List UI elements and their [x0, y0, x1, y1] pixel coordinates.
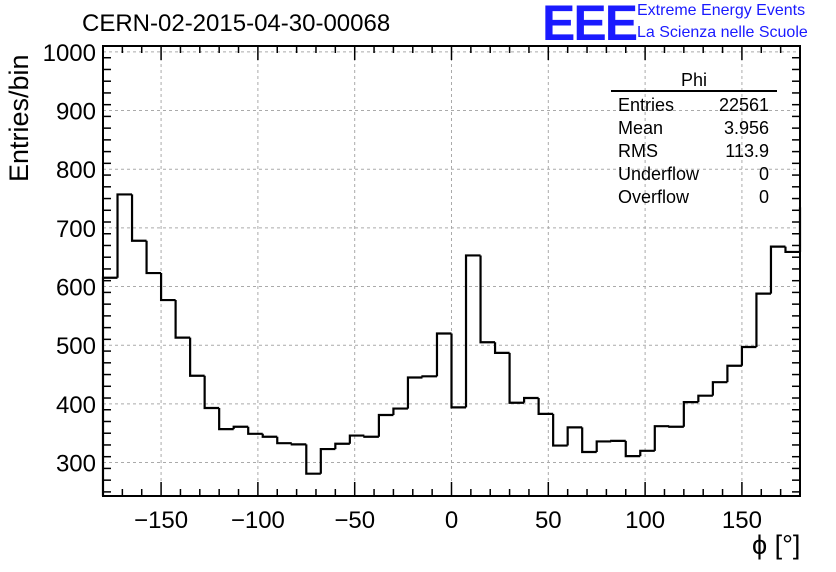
- histogram-bin: [711, 381, 728, 396]
- eee-tagline-1: Extreme Energy Events: [637, 2, 806, 19]
- x-tick-label: 0: [445, 507, 458, 534]
- histogram-bin: [435, 332, 452, 377]
- histogram-bin: [174, 300, 191, 339]
- histogram-bin: [537, 398, 554, 415]
- histogram-bin: [653, 425, 670, 451]
- histogram-bin: [624, 440, 641, 458]
- y-tick-label: 700: [56, 216, 96, 243]
- stats-separator: [611, 90, 777, 92]
- histogram-bin: [668, 425, 684, 428]
- histogram-bin: [232, 425, 249, 430]
- histogram-bin: [450, 333, 467, 409]
- x-axis-label: ϕ [°]: [752, 530, 801, 560]
- histogram-bin: [682, 401, 699, 427]
- histogram-bin: [697, 394, 713, 403]
- y-tick-label: 800: [56, 157, 96, 184]
- histogram-bin: [189, 337, 205, 377]
- stats-row-entries: Entries 22561: [611, 94, 777, 117]
- stats-name: Phi: [680, 70, 707, 90]
- histogram-bin: [276, 436, 292, 445]
- x-tick-label: −150: [134, 507, 188, 534]
- histogram-bin: [639, 449, 655, 457]
- x-tick-label: 150: [722, 507, 762, 534]
- histogram-bin: [566, 426, 583, 446]
- histogram-bin: [769, 245, 786, 294]
- y-tick-label: 300: [56, 451, 96, 478]
- stats-row-underflow: Underflow 0: [611, 163, 777, 186]
- x-tick-label: 100: [625, 507, 665, 534]
- stats-row-rms: RMS 113.9: [611, 140, 777, 163]
- histogram-bin: [406, 376, 423, 409]
- stats-row-mean: Mean 3.956: [611, 117, 777, 140]
- histogram-bin: [377, 413, 394, 437]
- stats-box: Phi Entries 22561 Mean 3.956 RMS 113.9 U…: [611, 70, 777, 209]
- stats-value: 113.9: [725, 141, 769, 161]
- histogram-bin: [305, 444, 321, 475]
- histogram-bin: [610, 439, 626, 442]
- histogram-bin: [552, 413, 568, 447]
- histogram-bin: [319, 447, 336, 474]
- stats-label: Entries: [618, 95, 675, 115]
- histogram-bin: [595, 440, 612, 452]
- histogram-bin: [740, 345, 757, 366]
- histogram-bin: [145, 240, 162, 275]
- histogram-bin: [363, 435, 379, 438]
- histogram-bin: [726, 364, 742, 383]
- histogram-bin: [203, 375, 220, 410]
- y-tick-label: 900: [56, 99, 96, 126]
- x-tick-label: 50: [535, 507, 562, 534]
- stats-label: RMS: [618, 141, 658, 161]
- stats-label: Mean: [618, 118, 664, 138]
- stats-label: Underflow: [618, 164, 700, 184]
- eee-logo: EEE: [542, 0, 638, 51]
- histogram-bin: [261, 433, 278, 438]
- x-tick-label: −100: [231, 507, 285, 534]
- x-tick-label: −50: [334, 507, 375, 534]
- histogram-bin: [348, 434, 365, 444]
- histogram-bin: [523, 396, 539, 403]
- y-tick-label: 600: [56, 275, 96, 302]
- histogram-bin: [464, 254, 481, 408]
- histogram-bin: [130, 194, 147, 242]
- histogram-bin: [784, 246, 800, 254]
- histogram-bin: [581, 427, 597, 454]
- histogram-bin: [247, 426, 263, 435]
- histogram-bin: [116, 193, 133, 278]
- histogram-bin: [290, 443, 307, 446]
- histogram-bin: [392, 407, 408, 416]
- stats-value: 0: [758, 164, 769, 184]
- y-tick-label: 400: [56, 392, 96, 419]
- eee-tagline-2: La Scienza nelle Scuole: [637, 24, 808, 41]
- histogram-bin: [159, 273, 176, 302]
- stats-value: 22561: [718, 95, 769, 115]
- stats-value: 0: [758, 187, 769, 207]
- histogram-bin: [755, 292, 771, 347]
- chart-title: CERN-02-2015-04-30-00068: [82, 10, 391, 37]
- axis-ticks: [102, 46, 801, 496]
- tick-labels: −150 −100 −50 0 50 100 150 300 400 500 600 700 800 90…: [43, 40, 762, 534]
- stats-row-overflow: Overflow 0: [611, 186, 777, 209]
- histogram-bin: [218, 407, 234, 431]
- stats-value: 3.956: [723, 118, 769, 138]
- histogram-bin: [493, 342, 510, 354]
- histogram-bin: [479, 255, 496, 344]
- histogram-bin: [334, 442, 350, 450]
- y-tick-label: 1000: [43, 40, 96, 67]
- stats-label: Overflow: [618, 187, 690, 207]
- y-tick-label: 500: [56, 333, 96, 360]
- histogram-bin: [421, 375, 437, 378]
- histogram-bin: [508, 352, 525, 404]
- y-axis-label: Entries/bin: [4, 54, 34, 182]
